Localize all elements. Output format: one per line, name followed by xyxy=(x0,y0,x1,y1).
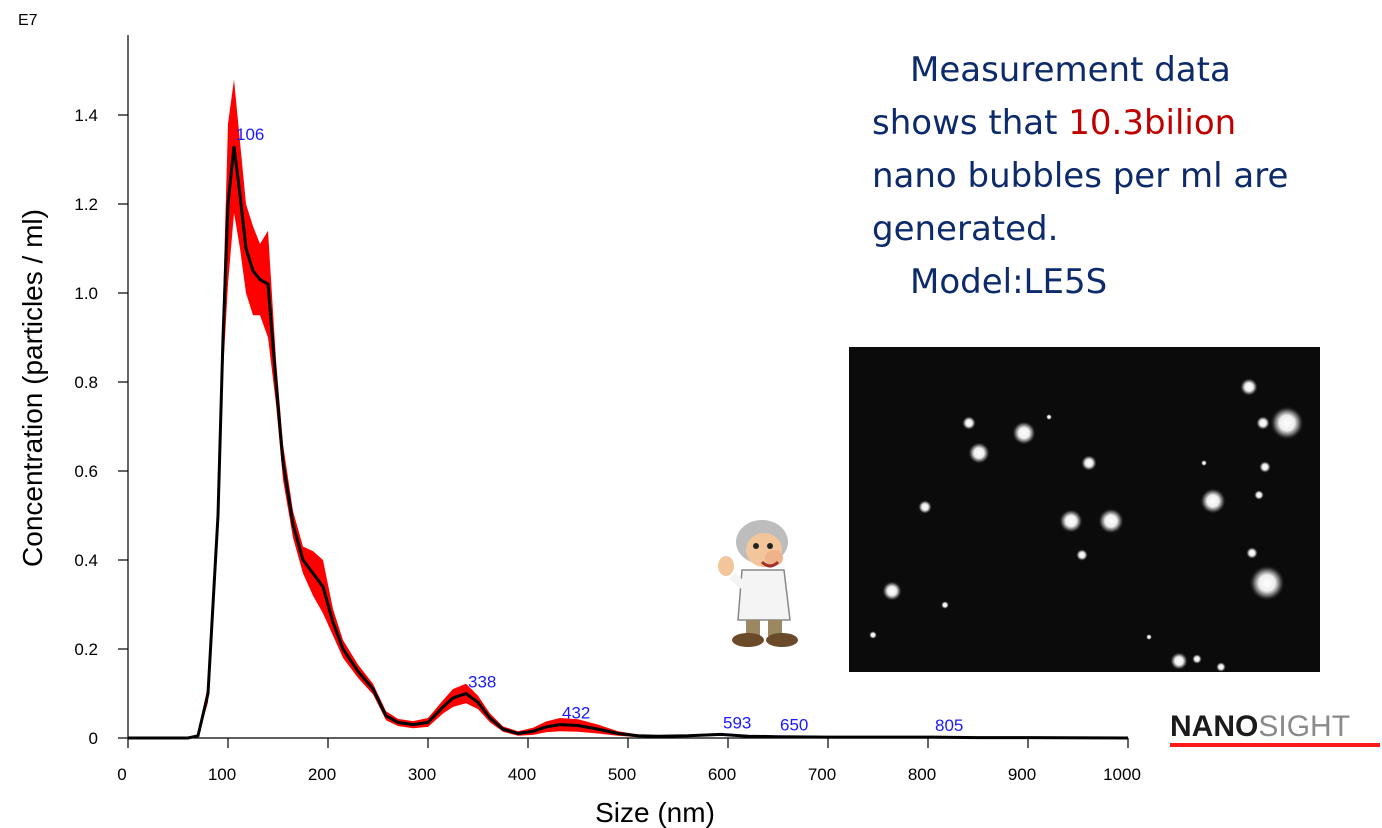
logo-part-1: NANO xyxy=(1170,710,1259,743)
note-line-3: nano bubbles per ml are xyxy=(872,156,1289,196)
nanosight-logo: NANOSIGHT xyxy=(1170,710,1380,744)
y-tick-label: 1.0 xyxy=(74,284,98,303)
peak-label: 650 xyxy=(780,716,808,735)
logo-part-2: SIGHT xyxy=(1258,710,1351,743)
x-tick-label: 700 xyxy=(808,765,836,784)
x-tick-label: 600 xyxy=(708,765,736,784)
peak-label: 593 xyxy=(723,713,751,732)
x-axis: 0 100 200 300 400 500 600 700 800 900 1000 xyxy=(117,737,1141,784)
x-tick-label: 200 xyxy=(308,765,336,784)
note-highlight-count: 10.3bilion xyxy=(1068,103,1237,143)
x-tick-label: 400 xyxy=(508,765,536,784)
x-tick-label: 0 xyxy=(117,765,126,784)
scientist-mascot-illustration xyxy=(718,520,798,647)
y-tick-label: 0.8 xyxy=(74,373,98,392)
note-model: Model:LE5S xyxy=(910,262,1108,302)
x-tick-label: 100 xyxy=(208,765,236,784)
peak-label: 805 xyxy=(935,716,963,735)
note-line-1: Measurement data xyxy=(910,50,1231,90)
y-tick-label: 1.2 xyxy=(74,195,98,214)
y-axis: 0 0.2 0.4 0.6 0.8 1.0 1.2 1.4 xyxy=(74,35,129,748)
microscope-particles-image xyxy=(849,347,1320,672)
y-tick-label: 0.4 xyxy=(74,551,98,570)
x-tick-label: 800 xyxy=(908,765,936,784)
x-tick-label: 1000 xyxy=(1103,765,1141,784)
logo-underline xyxy=(1170,743,1380,747)
x-axis-title: Size (nm) xyxy=(595,797,715,828)
note-line-2-text: shows that xyxy=(872,103,1069,143)
mean-line xyxy=(128,145,1129,740)
y-axis-title: Concentration (particles / ml) xyxy=(17,209,48,567)
x-tick-label: 900 xyxy=(1008,765,1036,784)
peak-label: 432 xyxy=(562,704,590,723)
peak-label: 106 xyxy=(236,125,264,144)
x-tick-label: 500 xyxy=(608,765,636,784)
peak-label: 338 xyxy=(468,673,496,692)
y-tick-label: 0 xyxy=(89,729,98,748)
y-tick-label: 1.4 xyxy=(74,106,98,125)
peak-labels: 106 338 432 593 650 805 xyxy=(236,125,963,735)
measurement-note: Measurement data shows that 10.3bilion n… xyxy=(872,44,1352,309)
error-band xyxy=(128,79,1128,738)
micrograph-spots xyxy=(869,378,1304,672)
note-line-2: shows that 10.3bilion xyxy=(872,97,1352,150)
y-multiplier-label: E7 xyxy=(18,12,38,29)
y-tick-label: 0.6 xyxy=(74,462,98,481)
y-tick-label: 0.2 xyxy=(74,640,98,659)
x-tick-label: 300 xyxy=(408,765,436,784)
note-line-4: generated. xyxy=(872,209,1059,249)
